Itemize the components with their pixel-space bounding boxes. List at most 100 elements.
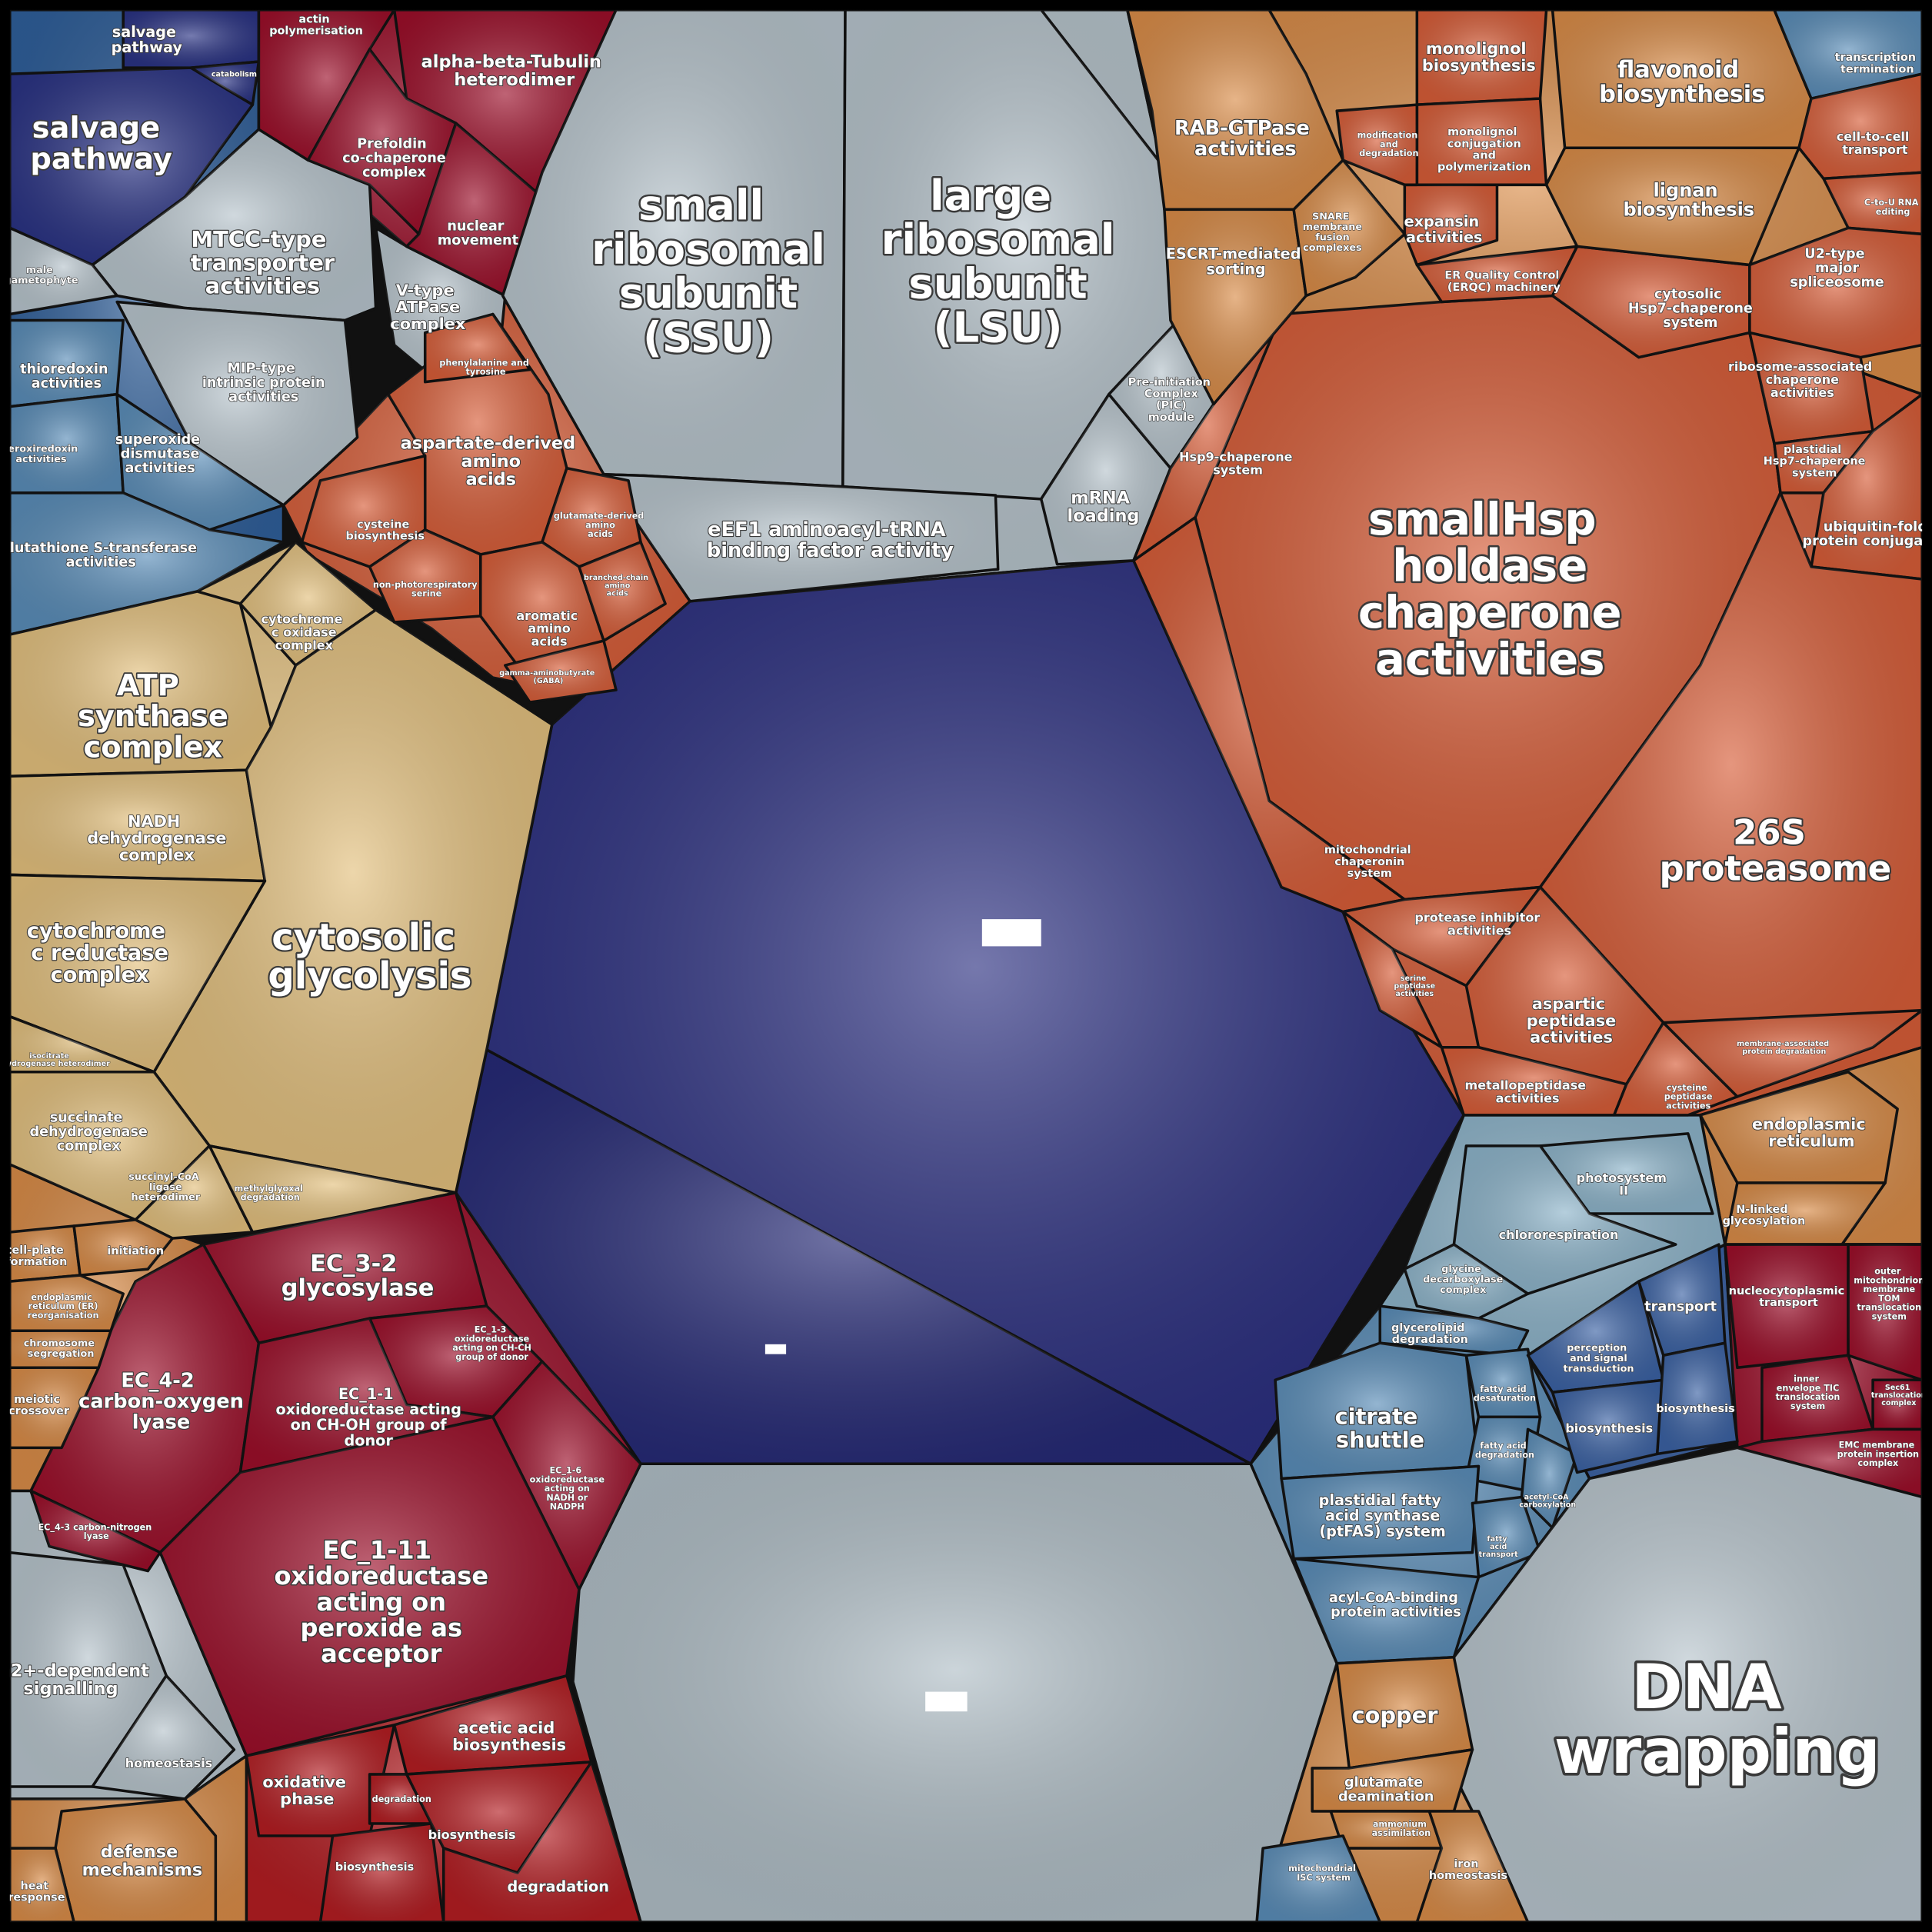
cell-label: Ca2+-dependent signalling — [0, 1661, 149, 1700]
label-line: endoplasmic — [1752, 1115, 1866, 1134]
cell-label: ESCRT-mediated sorting — [1166, 245, 1301, 278]
cell-label: citrate shuttle — [1328, 1404, 1424, 1453]
label-line: segregation — [24, 1348, 94, 1360]
label-line: branched-chain — [584, 574, 648, 582]
label-line: C-to-U RNA — [1864, 198, 1919, 208]
label-line: iron — [1454, 1858, 1478, 1870]
label-line: lyase — [125, 1411, 190, 1434]
cell-label: ubiquitin-fold protein conjugation — [1797, 520, 1932, 550]
cell-label: branched-chain amino acids — [584, 574, 648, 598]
label-line: activities — [1188, 138, 1297, 161]
label-line: activities — [1663, 1101, 1710, 1111]
label-line: (LSU) — [919, 302, 1063, 351]
cell-label: protease inhibitor activities — [1414, 911, 1540, 938]
label-line: activities — [1401, 228, 1482, 246]
label-line: complex — [52, 1138, 122, 1154]
label-line: fatty acid — [1480, 1441, 1526, 1451]
label-line: polymerisation — [265, 25, 363, 38]
label-line: activities — [1491, 1091, 1560, 1105]
label-line: translocation — [1854, 1303, 1922, 1313]
cell-label: EC_1-11 oxidoreductase acting on peroxid… — [265, 1536, 488, 1669]
cell-label: mRNA loading — [1061, 488, 1140, 527]
label-line: salvage — [112, 23, 176, 41]
label-line: EC_1-3 — [475, 1324, 507, 1334]
label-line: complexes — [1300, 242, 1362, 254]
label-line: succinyl-CoA — [128, 1171, 199, 1183]
label-line: (SSU) — [628, 312, 774, 361]
cell-label: glycerolipid degradation — [1388, 1322, 1468, 1346]
label-line: system — [1658, 315, 1717, 331]
cell-label: EC_1-3 oxidoreductase acting on CH-CH gr… — [449, 1324, 531, 1361]
label-line: deamination — [1334, 1790, 1434, 1805]
cell-label: endoplasmic reticulum — [1752, 1115, 1866, 1151]
label-line: pathway — [20, 142, 172, 176]
label-line: degradation — [1356, 148, 1418, 158]
label-line: heat — [21, 1880, 49, 1893]
label-line: system — [1209, 462, 1263, 477]
cell-label: U2-type major spliceosome — [1785, 246, 1884, 290]
label-line: acceptor — [312, 1639, 442, 1668]
label-line: ribosome-associated — [1728, 359, 1872, 374]
label-line: proteasome — [1647, 848, 1891, 889]
label-line: homeostasis — [125, 1756, 213, 1770]
cell-label: biosynthesis — [1656, 1403, 1734, 1415]
label-line: complex — [1437, 1284, 1487, 1296]
cell-label: EC_4-3 carbon-nitrogen lyase — [38, 1522, 152, 1541]
label-line: degradation — [372, 1794, 431, 1804]
label-line: cysteine — [357, 518, 409, 531]
label-line: chromosome — [24, 1337, 95, 1349]
label-line: peptidase — [1391, 982, 1436, 991]
cell-label: iron homeostasis — [1425, 1858, 1507, 1882]
label-line: envelope TIC — [1774, 1383, 1839, 1393]
label-line: Sec61 — [1885, 1384, 1910, 1392]
cell-label: heat response — [4, 1880, 65, 1904]
cell-label: EC_3-2 glycosylase — [273, 1251, 434, 1302]
label-line: system — [1869, 1312, 1907, 1322]
cell-label: transport — [1644, 1299, 1717, 1314]
label-line: mitochondrial — [1324, 844, 1411, 857]
label-line: sorting — [1201, 260, 1266, 278]
label-line: system — [1344, 868, 1392, 880]
label-line: initiation — [107, 1245, 164, 1257]
label-line: acids — [604, 589, 628, 598]
cell-label: aromatic amino acids — [516, 608, 578, 649]
label-line: ESCRT-mediated — [1166, 245, 1301, 262]
label-line: dehydrogenase — [25, 1124, 148, 1140]
label-line: succinate — [50, 1110, 123, 1125]
label-line: oxidoreductase — [527, 1474, 605, 1484]
cell-label: smallHsp holdase chaperone activities — [1343, 493, 1622, 685]
label-line: decarboxylase — [1420, 1274, 1504, 1285]
label-line: phenylalanine and — [439, 358, 529, 368]
label-line: Hsp9-chaperone — [1179, 450, 1293, 465]
label-line: superoxide — [115, 432, 200, 448]
label-line: reorganisation — [25, 1311, 99, 1321]
label-line: expansin — [1404, 213, 1480, 231]
label-line: serine — [1401, 974, 1427, 983]
cell-label: C-to-U RNA editing — [1864, 198, 1919, 217]
label-line: donor — [339, 1431, 394, 1449]
label-line: activities — [12, 454, 67, 465]
label-line: protein activities — [1326, 1604, 1461, 1620]
cell-label: acyl-CoA-binding protein activities — [1326, 1591, 1461, 1621]
cell-label: fatty acid desaturation — [1471, 1384, 1536, 1404]
label-line: degradation — [238, 1193, 300, 1203]
label-line: activities — [62, 555, 136, 570]
label-line: and — [1469, 149, 1496, 162]
cell-label: monolignol biosynthesis — [1417, 39, 1536, 75]
cell-label: ribosome-associated chaperone activities — [1728, 359, 1872, 400]
cell-label: SNARE membrane fusion complexes — [1299, 211, 1362, 253]
cell-label: alpha-beta-Tubulin heterodimer — [421, 52, 601, 90]
label-line: biosynthesis — [1656, 1403, 1734, 1415]
label-line: heterodimer — [448, 70, 575, 90]
cell-label: endoplasmic reticulum (ER) reorganisatio… — [25, 1292, 99, 1321]
cell-label: succinate dehydrogenase complex — [25, 1110, 148, 1154]
label-line: degradation — [1472, 1450, 1534, 1460]
label-line: perception — [1567, 1342, 1627, 1354]
label-line: 26S — [1733, 812, 1806, 853]
cell-label: glutamate-derived amino acids — [554, 511, 645, 540]
label-line: plastidial fatty — [1319, 1491, 1442, 1509]
label-line: activities — [1360, 633, 1605, 685]
label-line: (PIC) — [1152, 400, 1187, 412]
cell-label: ER Quality Control (ERQC) machinery — [1444, 270, 1561, 294]
